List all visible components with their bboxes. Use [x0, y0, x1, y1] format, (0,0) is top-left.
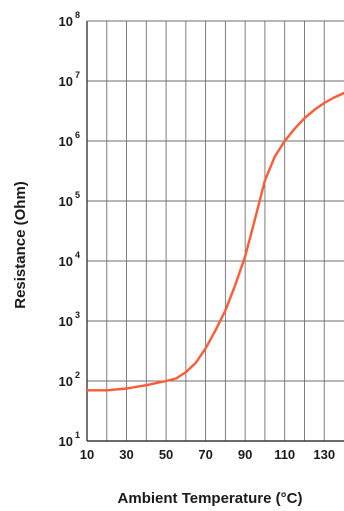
y-tick-label: 10 5	[59, 190, 80, 209]
y-tick-base: 10	[59, 134, 73, 149]
y-tick-label: 10 1	[59, 430, 80, 449]
y-tick-base: 10	[59, 14, 73, 29]
y-tick-exponent: 5	[75, 190, 80, 200]
y-tick-label: 10 3	[59, 310, 80, 329]
y-tick-base: 10	[59, 194, 73, 209]
y-tick-exponent: 8	[75, 10, 80, 20]
y-tick-base: 10	[59, 374, 73, 389]
y-tick-exponent: 7	[75, 70, 80, 80]
y-tick-exponent: 3	[75, 310, 80, 320]
x-tick-label: 90	[238, 447, 252, 462]
x-tick-label: 70	[198, 447, 212, 462]
x-tick-label: 10	[80, 447, 94, 462]
y-tick-base: 10	[59, 254, 73, 269]
x-tick-label: 30	[119, 447, 133, 462]
y-tick-exponent: 4	[75, 250, 80, 260]
y-tick-label: 10 8	[59, 10, 80, 29]
series-line	[85, 91, 344, 392]
y-tick-label: 10 2	[59, 370, 80, 389]
x-tick-labels: 10 30 50 70 90 110 130	[80, 447, 335, 462]
x-axis-title: Ambient Temperature (°C)	[118, 490, 303, 507]
grid	[87, 21, 344, 441]
plot-frame	[86, 20, 344, 442]
x-tick-label: 110	[274, 447, 295, 462]
series-layer	[85, 91, 344, 392]
y-tick-label: 10 7	[59, 70, 80, 89]
y-axis-title: Resistance (Ohm)	[12, 181, 29, 309]
y-tick-exponent: 1	[75, 430, 80, 440]
y-tick-base: 10	[59, 434, 73, 449]
y-tick-exponent: 6	[75, 130, 80, 140]
x-tick-label: 130	[313, 447, 335, 462]
y-tick-label: 10 4	[59, 250, 80, 269]
y-tick-exponent: 2	[75, 370, 80, 380]
x-tick-label: 50	[159, 447, 173, 462]
y-tick-base: 10	[59, 314, 73, 329]
y-tick-label: 10 6	[59, 130, 80, 149]
y-tick-base: 10	[59, 74, 73, 89]
